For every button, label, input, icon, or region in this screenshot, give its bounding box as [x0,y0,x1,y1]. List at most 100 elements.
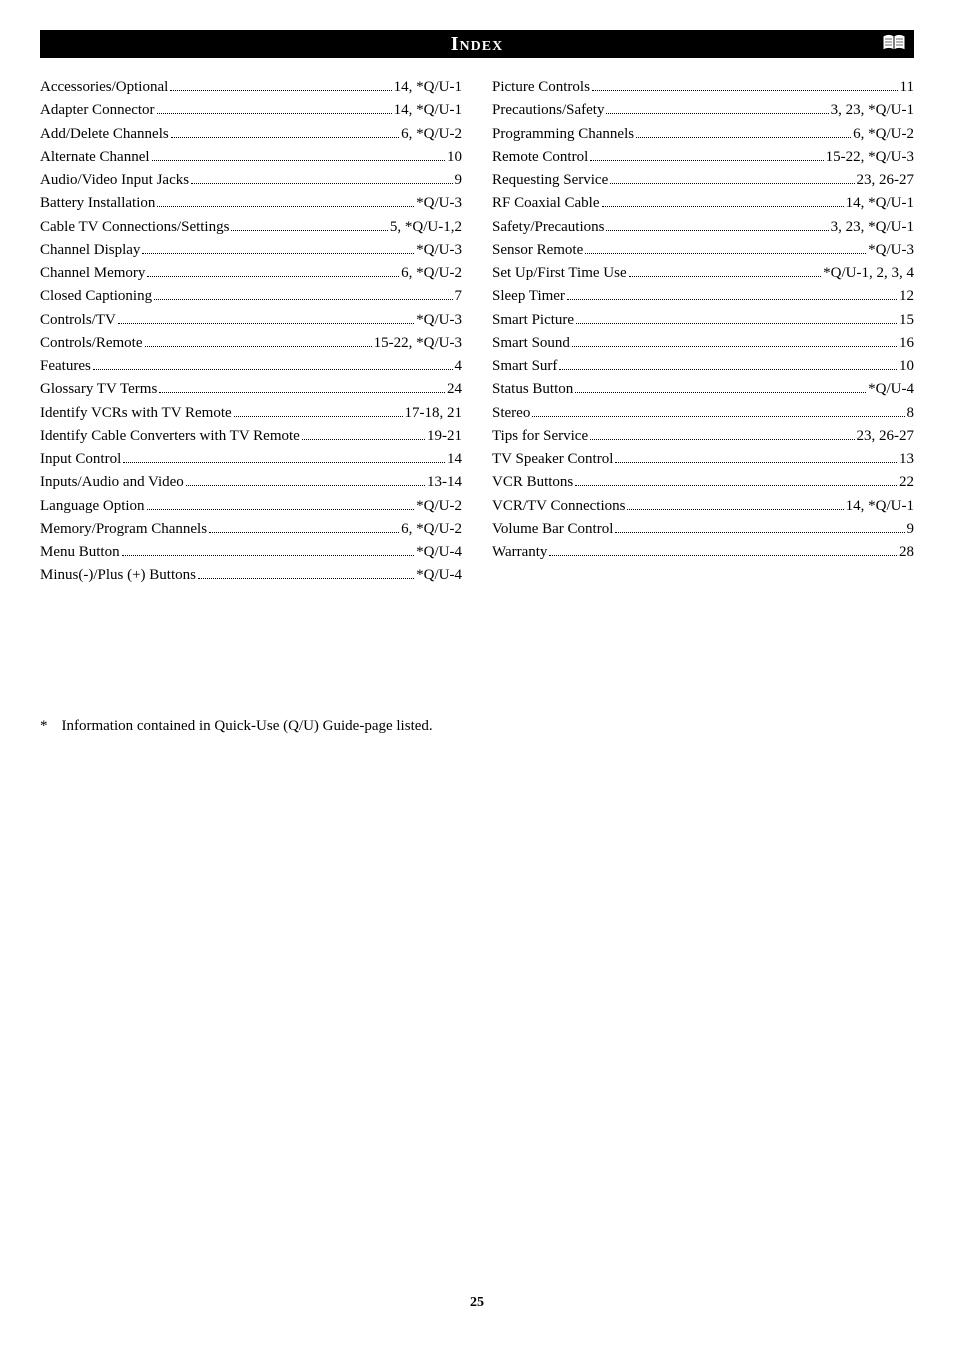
index-page: 6, *Q/U-2 [401,518,462,541]
leader-dots [532,416,904,417]
index-page: 4 [455,355,463,378]
index-page: 10 [447,146,462,169]
index-entry: Add/Delete Channels6, *Q/U-2 [40,123,462,146]
leader-dots [610,183,854,184]
index-page: 19-21 [427,425,462,448]
index-page: 8 [907,402,915,425]
leader-dots [123,462,445,463]
leader-dots [154,299,452,300]
index-entry: Smart Surf 10 [492,355,914,378]
index-page: 9 [455,169,463,192]
leader-dots [231,230,387,231]
index-entry: Controls/TV *Q/U-3 [40,309,462,332]
leader-dots [559,369,897,370]
index-entry: Controls/Remote 15-22, *Q/U-3 [40,332,462,355]
index-term: Precautions/Safety [492,99,604,122]
index-term: Menu Button [40,541,120,564]
index-entry: VCR Buttons 22 [492,471,914,494]
index-page: 12 [899,285,914,308]
index-entry: Smart Sound16 [492,332,914,355]
leader-dots [636,137,851,138]
index-term: Audio/Video Input Jacks [40,169,189,192]
index-page: 6, *Q/U-2 [853,123,914,146]
leader-dots [575,392,866,393]
index-title-bar: Index [40,30,914,58]
leader-dots [157,113,392,114]
index-entry: Minus(-)/Plus (+) Buttons*Q/U-4 [40,564,462,587]
index-term: VCR Buttons [492,471,573,494]
leader-dots [549,555,897,556]
index-term: Smart Surf [492,355,557,378]
leader-dots [157,206,414,207]
index-entry: Sensor Remote*Q/U-3 [492,239,914,262]
index-left-column: Accessories/Optional 14, *Q/U-1 Adapter Co… [40,76,462,588]
index-page: 13-14 [427,471,462,494]
index-term: Identify VCRs with TV Remote [40,402,232,425]
index-term: Programming Channels [492,123,634,146]
index-page: 10 [899,355,914,378]
index-page: *Q/U-3 [416,239,462,262]
leader-dots [170,90,391,91]
page-number: 25 [40,1295,914,1311]
index-term: TV Speaker Control [492,448,613,471]
index-term: Adapter Connector [40,99,155,122]
index-entry: RF Coaxial Cable14, *Q/U-1 [492,192,914,215]
index-term: Smart Sound [492,332,570,355]
index-entry: Picture Controls 11 [492,76,914,99]
index-term: Accessories/Optional [40,76,168,99]
index-entry: Warranty28 [492,541,914,564]
index-term: Alternate Channel [40,146,150,169]
index-page: 11 [900,76,914,99]
index-term: Status Button [492,378,573,401]
index-columns: Accessories/Optional 14, *Q/U-1 Adapter Co… [40,76,914,588]
index-page: 15-22, *Q/U-3 [374,332,462,355]
index-page: 22 [899,471,914,494]
index-entry: Channel Memory6, *Q/U-2 [40,262,462,285]
index-page: 14, *Q/U-1 [394,76,462,99]
index-page: 7 [455,285,463,308]
leader-dots [627,509,843,510]
index-entry: Stereo 8 [492,402,914,425]
index-entry: Tips for Service23, 26-27 [492,425,914,448]
index-entry: Programming Channels 6, *Q/U-2 [492,123,914,146]
index-entry: Battery Installation *Q/U-3 [40,192,462,215]
leader-dots [606,230,828,231]
index-term: Inputs/Audio and Video [40,471,184,494]
index-term: Features [40,355,91,378]
leader-dots [615,462,897,463]
index-entry: Requesting Service23, 26-27 [492,169,914,192]
index-page: *Q/U-3 [416,309,462,332]
index-page: *Q/U-1, 2, 3, 4 [823,262,914,285]
index-page: *Q/U-4 [868,378,914,401]
index-page: 23, 26-27 [857,169,915,192]
index-right-column: Picture Controls11Precautions/Safety3, 2… [492,76,914,588]
index-term: Memory/Program Channels [40,518,207,541]
index-entry: Memory/Program Channels 6, *Q/U-2 [40,518,462,541]
index-title: Index [451,33,503,56]
index-term: Controls/TV [40,309,116,332]
index-entry: Safety/Precautions3, 23, *Q/U-1 [492,216,914,239]
index-term: Controls/Remote [40,332,143,355]
index-entry: Precautions/Safety3, 23, *Q/U-1 [492,99,914,122]
leader-dots [234,416,403,417]
index-term: Add/Delete Channels [40,123,169,146]
index-term: Picture Controls [492,76,590,99]
leader-dots [572,346,897,347]
index-term: Sensor Remote [492,239,583,262]
index-page: *Q/U-3 [416,192,462,215]
index-entry: TV Speaker Control13 [492,448,914,471]
index-term: Battery Installation [40,192,155,215]
index-entry: Inputs/Audio and Video 13-14 [40,471,462,494]
index-page: *Q/U-2 [416,495,462,518]
index-term: Minus(-)/Plus (+) Buttons [40,564,196,587]
index-term: Remote Control [492,146,588,169]
index-term: Closed Captioning [40,285,152,308]
leader-dots [567,299,897,300]
index-page: 3, 23, *Q/U-1 [831,216,914,239]
leader-dots [191,183,452,184]
index-page: 6, *Q/U-2 [401,262,462,285]
index-term: Tips for Service [492,425,588,448]
index-term: Channel Display [40,239,140,262]
index-term: Stereo [492,402,530,425]
index-page: 24 [447,378,462,401]
